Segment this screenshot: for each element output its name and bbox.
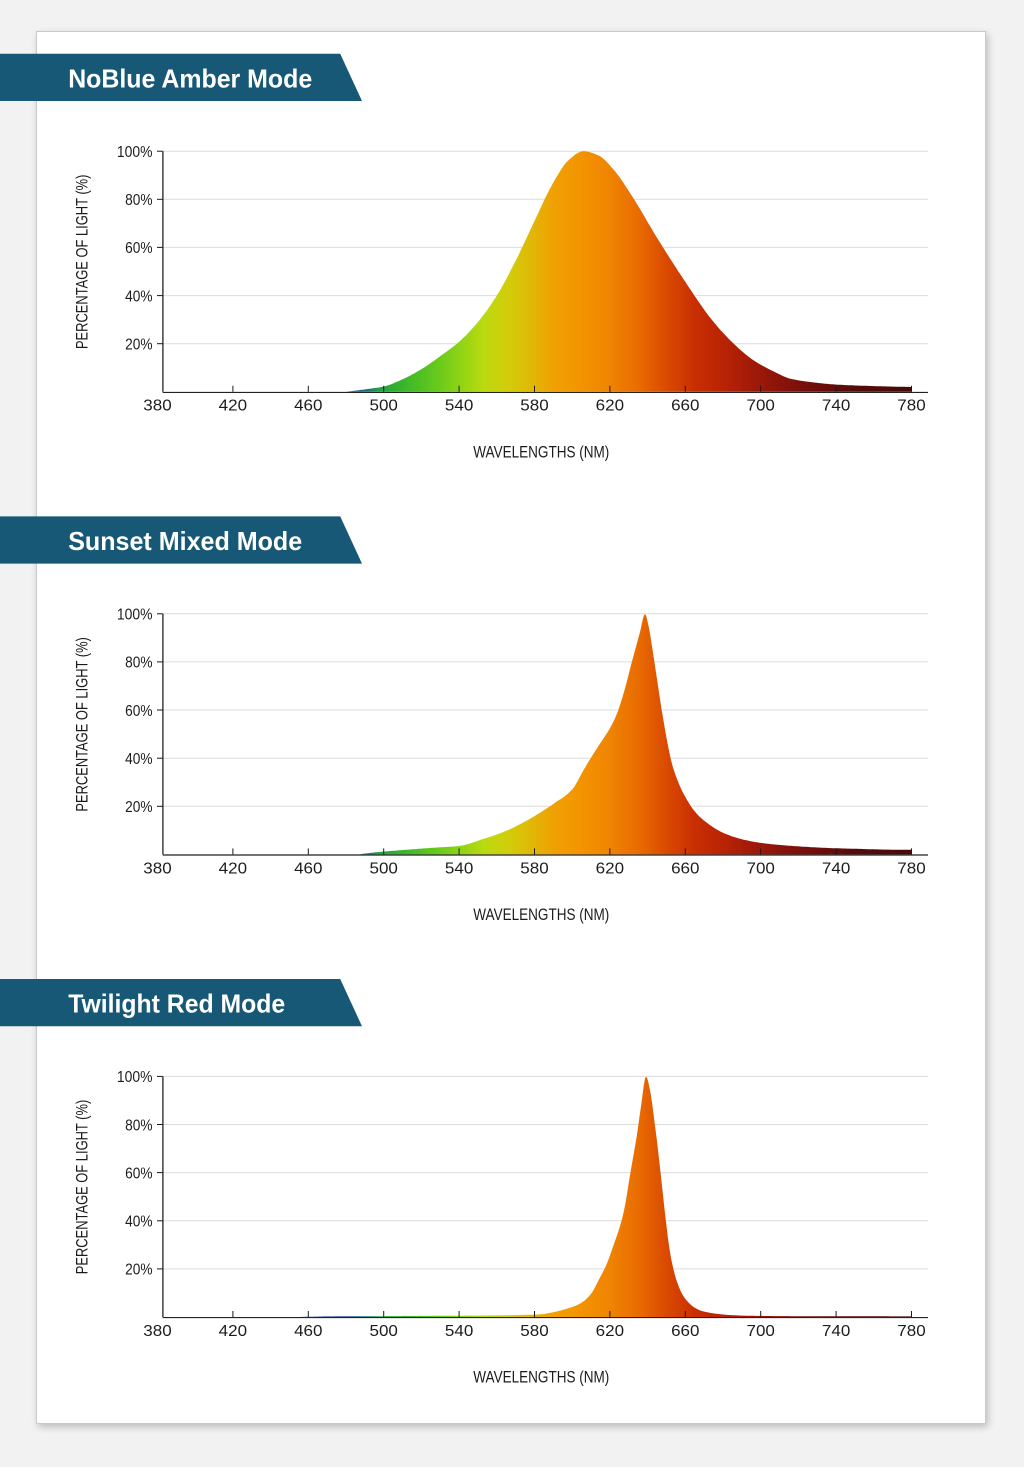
svg-text:700: 700 <box>747 860 775 877</box>
svg-text:660: 660 <box>671 860 699 877</box>
svg-text:740: 740 <box>822 1323 850 1340</box>
svg-text:20%: 20% <box>125 337 152 354</box>
svg-text:380: 380 <box>143 860 171 877</box>
svg-text:100%: 100% <box>117 1069 153 1086</box>
svg-text:620: 620 <box>596 1323 624 1340</box>
svg-text:60%: 60% <box>125 240 152 257</box>
svg-text:460: 460 <box>294 860 322 877</box>
svg-text:Twilight Red Mode: Twilight Red Mode <box>68 989 285 1019</box>
svg-text:620: 620 <box>596 860 624 877</box>
svg-text:540: 540 <box>445 860 473 877</box>
svg-text:80%: 80% <box>125 1117 152 1134</box>
svg-text:60%: 60% <box>125 703 152 720</box>
svg-text:100%: 100% <box>117 144 153 161</box>
svg-text:40%: 40% <box>125 751 152 768</box>
svg-text:540: 540 <box>445 398 473 415</box>
svg-text:660: 660 <box>671 398 699 415</box>
svg-text:380: 380 <box>143 398 171 415</box>
svg-text:500: 500 <box>370 860 398 877</box>
svg-text:WAVELENGTHS (NM): WAVELENGTHS (NM) <box>473 1369 609 1387</box>
svg-text:PERCENTAGE OF LIGHT (%): PERCENTAGE OF LIGHT (%) <box>73 175 91 350</box>
svg-text:20%: 20% <box>125 799 152 816</box>
svg-text:740: 740 <box>822 860 850 877</box>
svg-text:580: 580 <box>520 860 548 877</box>
svg-text:700: 700 <box>747 1323 775 1340</box>
svg-text:780: 780 <box>897 860 925 877</box>
svg-text:WAVELENGTHS (NM): WAVELENGTHS (NM) <box>473 906 609 924</box>
svg-text:80%: 80% <box>125 655 152 672</box>
svg-text:580: 580 <box>520 398 548 415</box>
svg-text:500: 500 <box>370 1323 398 1340</box>
svg-text:40%: 40% <box>125 288 152 305</box>
svg-text:380: 380 <box>143 1323 171 1340</box>
svg-text:420: 420 <box>219 860 247 877</box>
svg-text:540: 540 <box>445 1323 473 1340</box>
svg-text:420: 420 <box>219 1323 247 1340</box>
svg-text:460: 460 <box>294 398 322 415</box>
svg-text:700: 700 <box>747 398 775 415</box>
svg-text:WAVELENGTHS (NM): WAVELENGTHS (NM) <box>473 444 609 462</box>
svg-text:100%: 100% <box>117 607 153 624</box>
svg-text:500: 500 <box>370 398 398 415</box>
svg-text:Sunset Mixed Mode: Sunset Mixed Mode <box>68 526 302 556</box>
svg-text:660: 660 <box>671 1323 699 1340</box>
svg-text:40%: 40% <box>125 1214 152 1231</box>
svg-text:420: 420 <box>219 398 247 415</box>
svg-text:60%: 60% <box>125 1165 152 1182</box>
svg-text:780: 780 <box>897 398 925 415</box>
svg-text:740: 740 <box>822 398 850 415</box>
svg-text:PERCENTAGE OF LIGHT (%): PERCENTAGE OF LIGHT (%) <box>73 637 91 812</box>
svg-text:NoBlue Amber Mode: NoBlue Amber Mode <box>68 63 312 93</box>
svg-text:460: 460 <box>294 1323 322 1340</box>
svg-text:780: 780 <box>897 1323 925 1340</box>
svg-text:620: 620 <box>596 398 624 415</box>
svg-text:20%: 20% <box>125 1262 152 1279</box>
svg-text:PERCENTAGE OF LIGHT (%): PERCENTAGE OF LIGHT (%) <box>73 1100 91 1275</box>
svg-text:580: 580 <box>520 1323 548 1340</box>
svg-text:80%: 80% <box>125 192 152 209</box>
